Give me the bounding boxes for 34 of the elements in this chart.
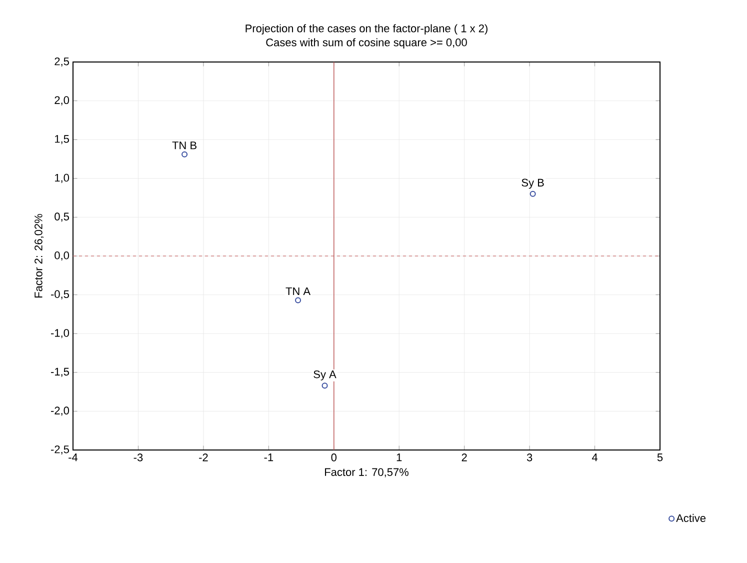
- y-tick-label: 2,0: [54, 96, 70, 106]
- x-tick-label: 0: [331, 454, 337, 462]
- x-tick-label: -1: [264, 454, 274, 462]
- chart-title: Projection of the cases on the factor-plane ( 1 x 2): [246, 24, 488, 34]
- y-tick-label: 1,0: [55, 174, 70, 183]
- chart-subtitle: Cases with sum of cosine square >= 0,00: [266, 38, 467, 48]
- point: [530, 190, 536, 197]
- y-axis-title: Factor 2: 26,02%: [34, 214, 44, 298]
- x-tick-label: -4: [68, 454, 78, 462]
- y-tick-label: 0,5: [54, 212, 69, 222]
- x-axis-title: Factor 1: 70,57%: [325, 468, 408, 478]
- y-tick-label: 1,5: [55, 135, 69, 144]
- x-tick-label: 4: [592, 454, 598, 462]
- x-tick-label: -2: [199, 454, 208, 462]
- point: [295, 297, 302, 304]
- x-tick-label: 1: [396, 454, 402, 462]
- annotation: Sy A: [314, 370, 336, 380]
- y-tick-label: -2,0: [51, 406, 70, 416]
- y-tick-label: 2,5: [54, 57, 69, 67]
- legend-label: Active: [676, 514, 706, 522]
- annotation: Sy B: [522, 178, 544, 189]
- y-tick-label: -1,5: [51, 368, 69, 377]
- y-tick-label: 0,0: [54, 251, 70, 261]
- y-tick-label: -1,0: [51, 329, 70, 338]
- x-tick-label: 5: [657, 454, 663, 462]
- point: [182, 151, 188, 158]
- y-tick-label: -2,5: [51, 445, 69, 455]
- x-tick-label: -3: [134, 454, 143, 462]
- annotation: TN A: [286, 287, 311, 296]
- y-tick-label: -0,5: [51, 290, 69, 300]
- annotation: TN B: [172, 142, 196, 150]
- x-tick-label: 3: [526, 454, 532, 462]
- point: [322, 382, 328, 389]
- x-tick-label: 2: [462, 454, 467, 462]
